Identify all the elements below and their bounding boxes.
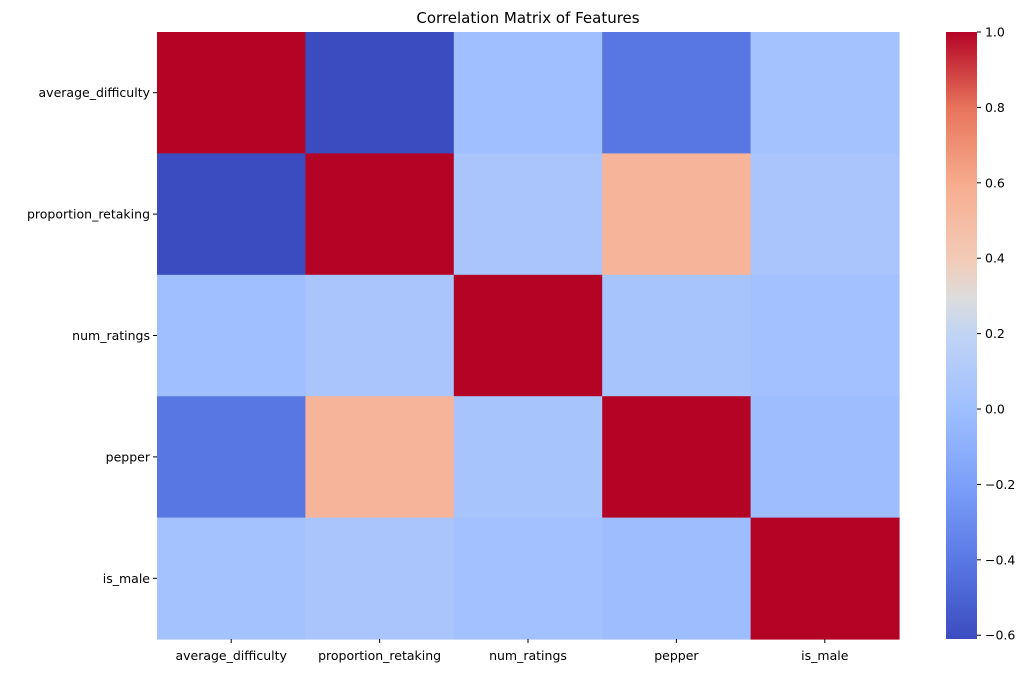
- heatmap-cell-pepper-proportion_retaking: [305, 396, 455, 519]
- col-tick-labels: average_difficulty proportion_retaking num…: [175, 639, 849, 663]
- heatmap-cells: [157, 32, 900, 640]
- heatmap-cell-proportion_retaking-is_male: [750, 153, 900, 276]
- row-label-is_male: is_male: [103, 571, 151, 586]
- row-tick-labels: average_difficulty proportion_retakingnum…: [27, 85, 157, 586]
- row-label-num_ratings: num_ratings: [72, 328, 150, 343]
- heatmap-cell-proportion_retaking-average_difficulty: [157, 153, 306, 276]
- heatmap-cell-num_ratings-num_ratings: [453, 274, 603, 397]
- colorbar-tick-label: 0.6: [985, 175, 1005, 190]
- heatmap-cell-num_ratings-pepper: [602, 274, 752, 397]
- heatmap-cell-is_male-pepper: [602, 517, 752, 640]
- colorbar-ticks: 1.0 0.8 0.6 0.4 0.2 0.0 −0.2 −0.4 −0.6: [977, 25, 1015, 643]
- heatmap-cell-proportion_retaking-num_ratings: [453, 153, 603, 276]
- col-label-is_male: is_male: [801, 648, 849, 663]
- colorbar-tick-label: 0.2: [985, 326, 1005, 341]
- row-label-proportion_retaking: proportion_retaking: [27, 207, 150, 222]
- heatmap-cell-num_ratings-average_difficulty: [157, 274, 306, 397]
- heatmap-cell-average_difficulty-proportion_retaking: [305, 32, 455, 154]
- heatmap-cell-average_difficulty-num_ratings: [453, 32, 603, 154]
- heatmap-cell-is_male-num_ratings: [453, 517, 603, 640]
- heatmap-cell-is_male-is_male: [750, 517, 900, 640]
- heatmap-cell-num_ratings-proportion_retaking: [305, 274, 455, 397]
- col-label-proportion_retaking: proportion_retaking: [318, 648, 441, 663]
- col-label-pepper: pepper: [654, 648, 699, 663]
- col-label-num_ratings: num_ratings: [489, 648, 567, 663]
- heatmap-cell-pepper-pepper: [602, 396, 752, 519]
- colorbar-tick-label: −0.2: [985, 477, 1015, 492]
- heatmap-cell-average_difficulty-is_male: [750, 32, 900, 154]
- colorbar-tick-label: 0.0: [985, 402, 1005, 417]
- colorbar-tick-label: 1.0: [985, 25, 1005, 40]
- heatmap-cell-average_difficulty-pepper: [602, 32, 752, 154]
- heatmap-cell-num_ratings-is_male: [750, 274, 900, 397]
- row-label-average_difficulty: average_difficulty: [39, 85, 151, 100]
- col-label-average_difficulty: average_difficulty: [175, 648, 287, 663]
- row-label-pepper: pepper: [106, 449, 151, 464]
- colorbar-tick-label: 0.4: [985, 251, 1005, 266]
- colorbar-gradient: [946, 32, 977, 639]
- colorbar-tick-label: 0.8: [985, 100, 1005, 115]
- colorbar: 1.0 0.8 0.6 0.4 0.2 0.0 −0.2 −0.4 −0.6: [946, 25, 1015, 643]
- heatmap-cell-pepper-is_male: [750, 396, 900, 519]
- heatmap-cell-proportion_retaking-pepper: [602, 153, 752, 276]
- heatmap-cell-pepper-average_difficulty: [157, 396, 306, 519]
- chart-title: Correlation Matrix of Features: [416, 9, 639, 27]
- colorbar-tick-label: −0.6: [985, 628, 1015, 643]
- heatmap-cell-average_difficulty-average_difficulty: [157, 32, 306, 154]
- heatmap-cell-is_male-proportion_retaking: [305, 517, 455, 640]
- heatmap-cell-is_male-average_difficulty: [157, 517, 306, 640]
- heatmap-cell-pepper-num_ratings: [453, 396, 603, 519]
- colorbar-tick-label: −0.4: [985, 552, 1015, 567]
- heatmap-cell-proportion_retaking-proportion_retaking: [305, 153, 455, 276]
